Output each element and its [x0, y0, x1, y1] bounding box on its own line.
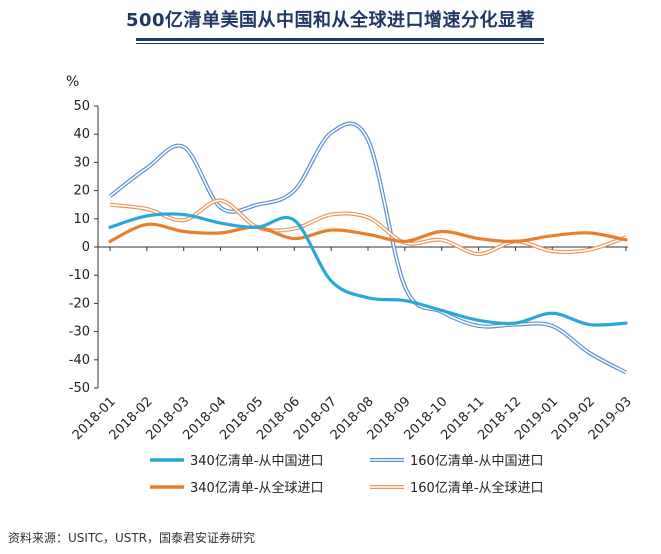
y-tick-label: -10: [69, 268, 90, 283]
y-tick-label: -30: [69, 325, 90, 340]
legend: 340亿清单-从中国进口 160亿清单-从中国进口 340亿清单-从全球进口 160亿…: [150, 454, 544, 496]
axes: 50403020100-10-20-30-40-50%2018-012018-0…: [66, 74, 635, 443]
y-tick-label: -40: [69, 353, 90, 368]
y-tick-label: 0: [82, 240, 90, 255]
y-axis-unit-label: %: [66, 74, 79, 90]
y-tick-label: 50: [73, 99, 90, 114]
y-tick-label: 40: [73, 127, 90, 142]
y-tick-label: 10: [73, 212, 90, 227]
series-line-3: [109, 198, 627, 257]
series-lines: [108, 121, 628, 375]
series-line-0: [108, 212, 628, 327]
legend-label-1: 160亿清单-从中国进口: [410, 454, 544, 469]
series-line-2: [108, 222, 628, 244]
y-tick-label: 20: [73, 184, 90, 199]
legend-label-3: 160亿清单-从全球进口: [410, 480, 544, 496]
chart-title: 500亿清单美国从中国和从全球进口增速分化显著: [125, 10, 536, 31]
legend-label-2: 340亿清单-从全球进口: [190, 480, 324, 496]
y-tick-label: -20: [69, 296, 90, 311]
series-line-3-inner: [109, 199, 627, 255]
series-line-1-inner: [109, 122, 627, 374]
legend-label-0: 340亿清单-从中国进口: [190, 454, 324, 469]
y-tick-label: -50: [69, 381, 90, 396]
y-tick-label: 30: [73, 155, 90, 170]
source-note: 资料来源：USITC，USTR，国泰君安证券研究: [8, 531, 256, 545]
title-underline: [136, 38, 544, 41]
title-underline-thin: [136, 43, 544, 44]
